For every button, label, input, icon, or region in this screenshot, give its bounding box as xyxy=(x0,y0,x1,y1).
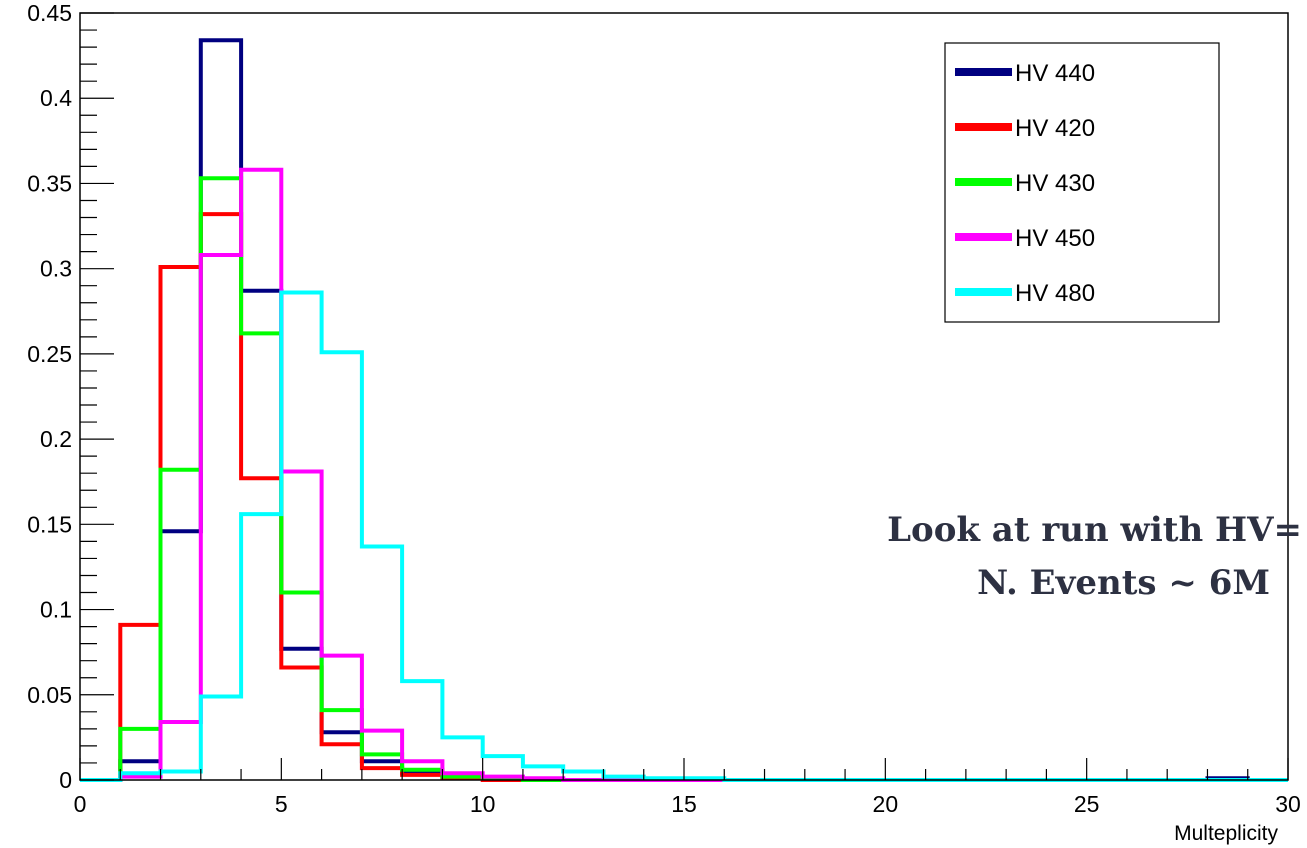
y-tick-label: 0.25 xyxy=(27,341,72,367)
y-tick-label: 0 xyxy=(59,767,72,793)
x-tick-label: 20 xyxy=(873,791,899,817)
legend-label: HV 450 xyxy=(1015,225,1095,252)
y-tick-label: 0.15 xyxy=(27,511,72,537)
x-tick-label: 30 xyxy=(1275,791,1301,817)
legend: HV 440 HV 420 HV 430 HV 450 HV 480 xyxy=(944,42,1220,323)
y-tick-label: 0.45 xyxy=(27,0,72,26)
annotation-line-1: Look at run with HV= xyxy=(887,510,1302,550)
y-tick-label: 0.3 xyxy=(40,256,72,282)
x-tick-label: 25 xyxy=(1074,791,1100,817)
annotation-line-2: N. Events ~ 6M xyxy=(977,563,1270,603)
axis-tick-labels: 0 5 10 15 20 25 30 0 0.05 0.1 0.15 0.2 0.25 0.3 0.35 0.… xyxy=(27,0,1301,817)
y-tick-label: 0.1 xyxy=(40,597,72,623)
x-tick-label: 5 xyxy=(275,791,288,817)
legend-label: HV 430 xyxy=(1015,170,1095,197)
x-tick-label: 15 xyxy=(671,791,697,817)
x-axis-title: Multeplicity xyxy=(1174,822,1278,845)
y-tick-label: 0.35 xyxy=(27,170,72,196)
legend-label: HV 420 xyxy=(1015,115,1095,142)
y-tick-label: 0.2 xyxy=(40,426,72,452)
x-tick-label: 0 xyxy=(74,791,87,817)
legend-label: HV 440 xyxy=(1015,60,1095,87)
y-tick-label: 0.4 xyxy=(40,85,72,111)
legend-label: HV 480 xyxy=(1015,280,1095,307)
axis-ticks xyxy=(79,12,1289,781)
legend-entries: HV 440 HV 420 HV 430 HV 450 HV 480 xyxy=(955,60,1095,307)
x-tick-label: 10 xyxy=(470,791,496,817)
y-tick-label: 0.05 xyxy=(27,682,72,708)
